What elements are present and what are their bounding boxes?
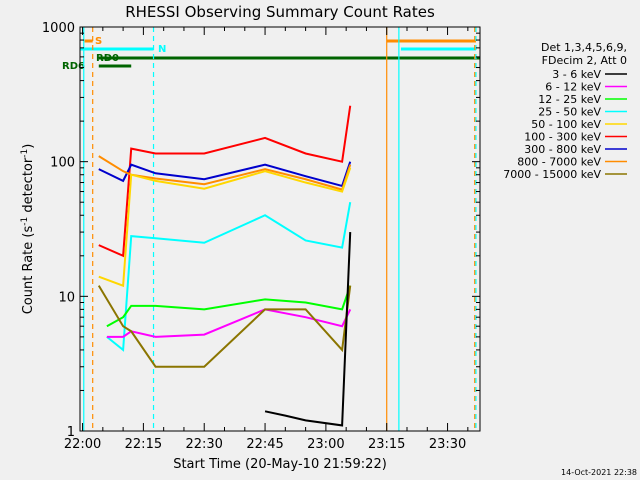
series-line: [98, 161, 352, 188]
x-tick-label: 22:30: [185, 437, 222, 452]
y-tick-label: 10: [58, 290, 75, 305]
timestamp-footer: 14-Oct-2021 22:38: [561, 468, 637, 477]
x-tick-label: 23:15: [368, 437, 405, 452]
legend-entry-label: 50 - 100 keV: [531, 118, 601, 131]
legend-entry-label: 100 - 300 keV: [524, 131, 601, 144]
series-line: [106, 285, 352, 328]
plot-frame: [79, 26, 481, 432]
legend-header-detectors: Det 1,3,4,5,6,9,: [541, 41, 627, 54]
series-layer: [97, 105, 352, 427]
series-line: [106, 202, 352, 352]
series-line: [98, 105, 352, 258]
legend-entry-label: 25 - 50 keV: [538, 106, 601, 119]
legend-entry-label: 6 - 12 keV: [545, 81, 601, 94]
series-line: [98, 167, 352, 288]
flag-bar-label: RD6: [62, 61, 85, 72]
legend-entry-label: 3 - 6 keV: [552, 68, 601, 81]
legend-entry-label: 7000 - 15000 keV: [503, 168, 601, 181]
series-line: [97, 285, 352, 368]
y-tick-label: 100: [50, 156, 75, 171]
legend-header-decimation: FDecim 2, Att 0: [542, 54, 627, 67]
legend-entry-label: 12 - 25 keV: [538, 93, 601, 106]
flag-bars: S N RD0 RD6: [62, 36, 480, 72]
chart-title: RHESSI Observing Summary Count Rates: [125, 3, 435, 21]
flag-bar-label: RD0: [96, 53, 119, 64]
y-tick-label: 1: [67, 425, 75, 440]
x-tick-label: 23:30: [429, 437, 466, 452]
flag-bar-label: S: [95, 36, 102, 47]
mode-vertical-lines: [83, 27, 477, 431]
y-axis-label: Count Rate (s-1 detector-1): [20, 144, 36, 315]
series-line: [106, 308, 352, 338]
legend-entry-label: 800 - 7000 keV: [517, 156, 601, 169]
flag-bar-label: N: [158, 44, 166, 55]
series-line: [264, 232, 352, 427]
legend-entry-label: 300 - 800 keV: [524, 143, 601, 156]
y-tick-label: 1000: [42, 21, 75, 36]
y-axis-ticks: 1 10 100 1000: [42, 21, 480, 440]
legend: Det 1,3,4,5,6,9, FDecim 2, Att 0 3 - 6 k…: [503, 41, 627, 181]
x-tick-label: 22:45: [246, 437, 283, 452]
x-axis-ticks: 22:00 22:15 22:30 22:45 23:00 23:15 23:30: [64, 27, 469, 452]
x-tick-label: 22:15: [125, 437, 162, 452]
x-tick-label: 23:00: [307, 437, 344, 452]
x-axis-label: Start Time (20-May-10 21:59:22): [173, 457, 387, 472]
x-tick-label: 22:00: [64, 437, 101, 452]
series-line: [98, 155, 352, 191]
